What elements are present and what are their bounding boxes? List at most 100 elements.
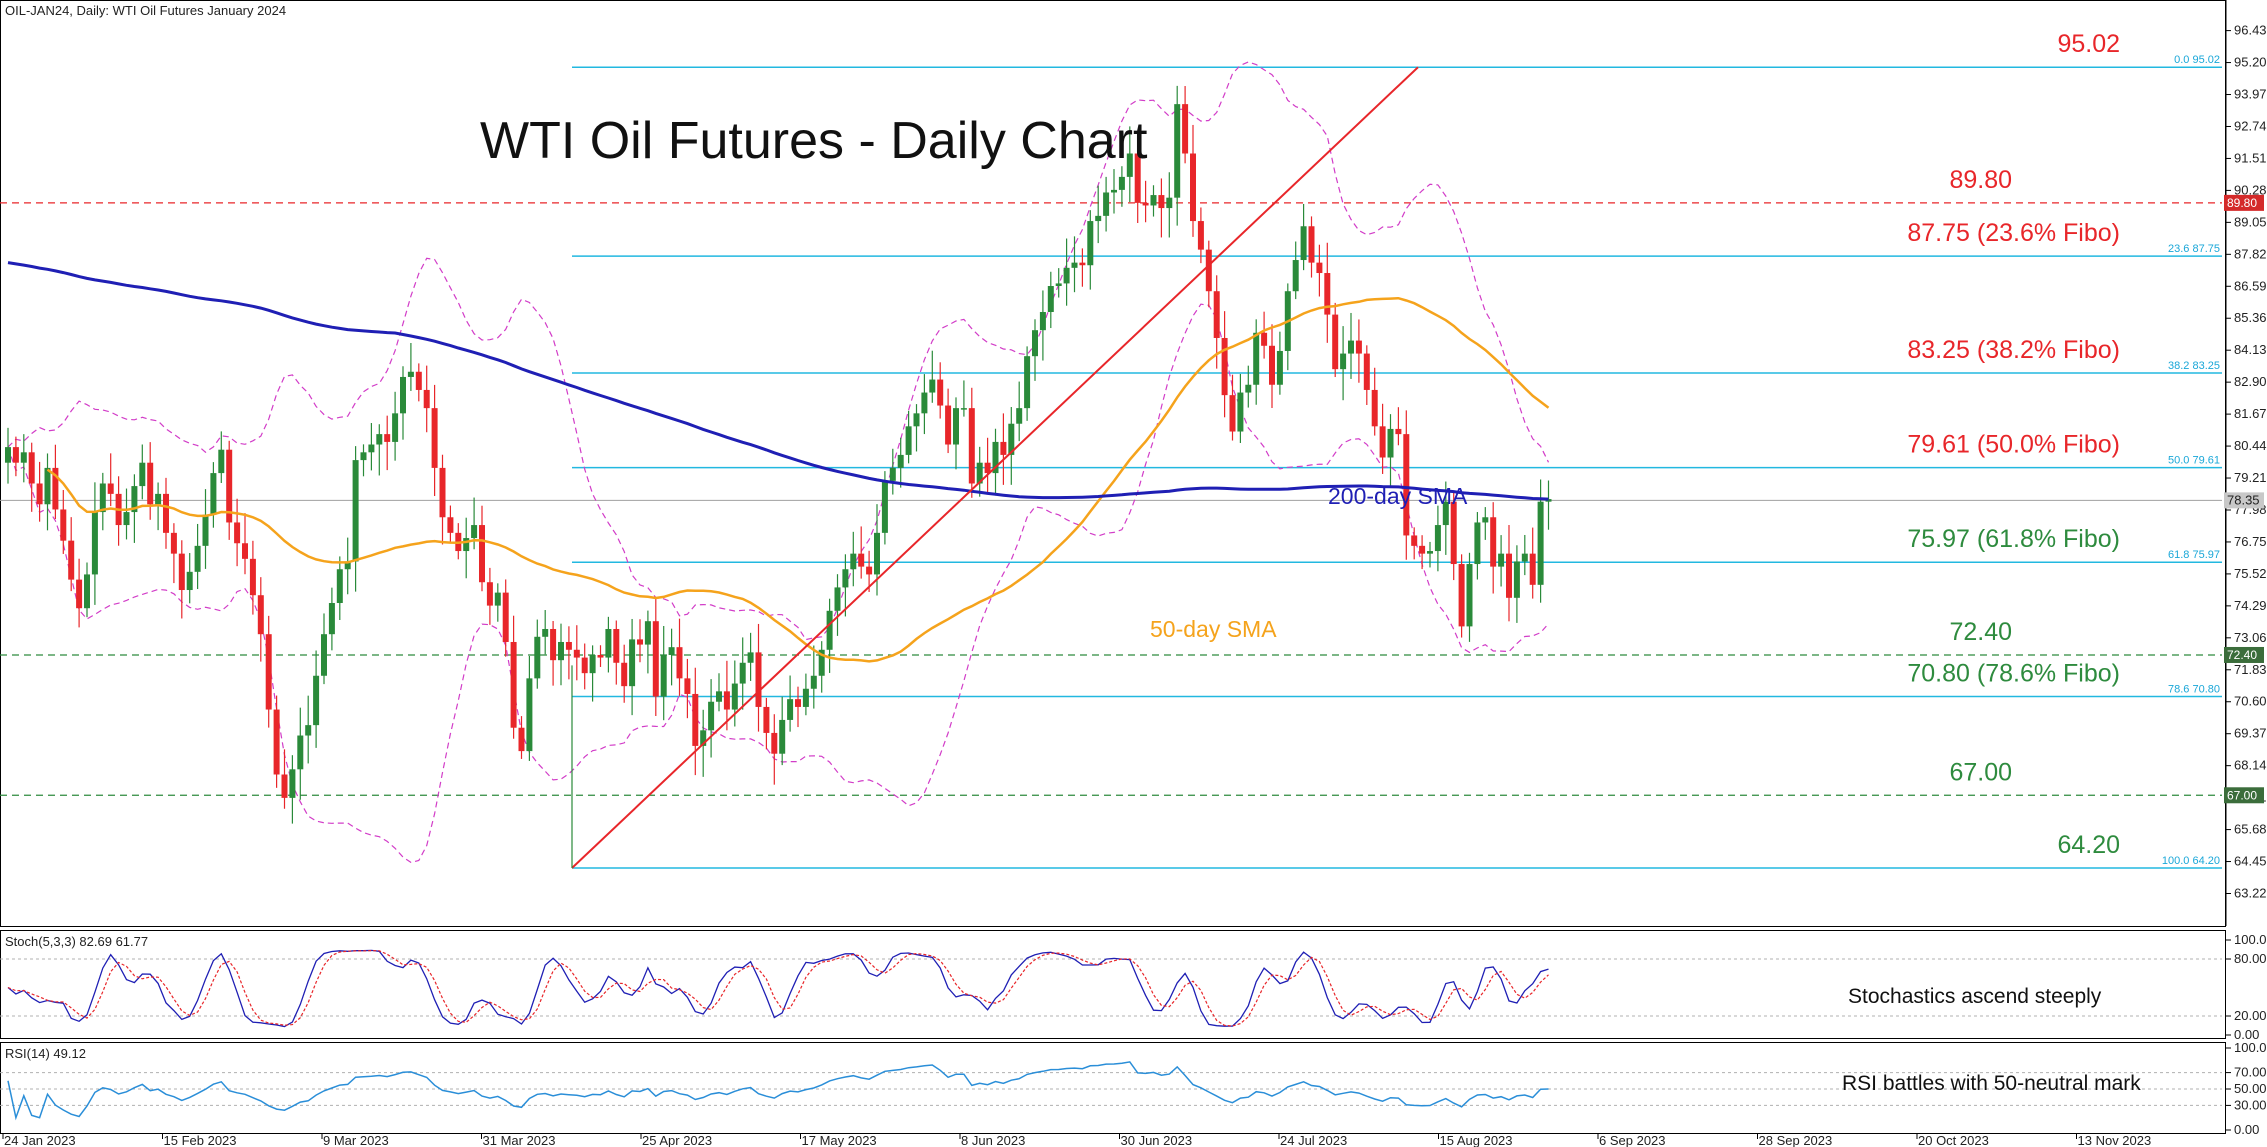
- level-label-1: 72.40: [1949, 618, 2012, 646]
- candle: [1545, 480, 1552, 530]
- sma-lines: [7, 261, 1550, 663]
- candle: [210, 462, 217, 528]
- candle: [826, 598, 833, 673]
- fib-axis-label-2: 38.2 83.25: [2168, 360, 2220, 372]
- rsi-tick-label: 0.00: [2234, 1122, 2259, 1137]
- candle: [91, 482, 98, 605]
- candle: [249, 540, 256, 615]
- fib-axis-label-4: 61.8 75.97: [2168, 549, 2220, 561]
- candle: [1245, 365, 1252, 408]
- candle: [573, 625, 580, 681]
- price-tick-label: 96.43: [2234, 23, 2267, 38]
- date-tick-label: 25 Apr 2023: [642, 1133, 712, 1147]
- candle: [1387, 414, 1394, 488]
- rsi-line: [7, 1061, 1549, 1121]
- candle: [1055, 268, 1062, 298]
- candle: [297, 707, 304, 800]
- candle: [1379, 403, 1386, 474]
- candle: [1095, 185, 1102, 244]
- price-tick-label: 64.45: [2234, 854, 2267, 869]
- candle: [763, 697, 770, 750]
- candle: [945, 388, 952, 454]
- candle: [289, 755, 296, 824]
- candle: [1506, 525, 1512, 622]
- candle: [723, 660, 730, 731]
- bollinger-upper: [7, 61, 1550, 641]
- price-tick-label: 87.82: [2234, 246, 2267, 261]
- candle: [802, 673, 809, 716]
- candle: [637, 619, 643, 663]
- candle: [1221, 311, 1228, 418]
- candle: [1466, 552, 1473, 642]
- level-label-2: 67.00: [1949, 758, 2012, 786]
- candle: [360, 444, 367, 477]
- candle: [960, 380, 967, 417]
- fib-axis-label-1: 23.6 87.75: [2168, 243, 2220, 255]
- price-tick-label: 89.05: [2234, 214, 2267, 229]
- candle: [1000, 413, 1007, 485]
- candle: [344, 537, 351, 595]
- candle: [581, 643, 588, 690]
- fib-label-4: 75.97 (61.8% Fibo): [1907, 525, 2120, 553]
- date-axis: 24 Jan 2023 15 Feb 2023 9 Mar 2023 31 Mar 2…: [2, 1133, 2151, 1147]
- price-tick-label: 95.20: [2234, 55, 2267, 70]
- candle: [1513, 545, 1520, 623]
- stoch-tick-label: 80.00: [2234, 951, 2267, 966]
- candle: [84, 562, 90, 618]
- sma200-label: 200-day SMA: [1328, 483, 1468, 509]
- price-tick-label: 91.51: [2234, 150, 2267, 165]
- bollinger-bands: [7, 61, 1550, 864]
- candle: [1126, 126, 1133, 203]
- date-tick-label: 17 May 2023: [802, 1133, 877, 1147]
- candle: [1134, 133, 1141, 223]
- candle: [384, 415, 391, 471]
- date-tick-label: 20 Oct 2023: [1918, 1133, 1989, 1147]
- candle: [810, 645, 817, 709]
- candle: [1411, 527, 1418, 560]
- candle: [1355, 319, 1362, 383]
- candle: [352, 446, 359, 592]
- date-tick-label: 8 Jun 2023: [961, 1133, 1025, 1147]
- candle: [336, 556, 343, 621]
- price-tick-label: 71.83: [2234, 662, 2267, 677]
- date-tick-label: 24 Jul 2023: [1280, 1133, 1347, 1147]
- price-tick-label: 76.75: [2234, 534, 2267, 549]
- price-tick-label: 82.90: [2234, 374, 2267, 389]
- candle: [60, 490, 67, 554]
- candle: [708, 679, 715, 758]
- date-tick-label: 6 Sep 2023: [1599, 1133, 1666, 1147]
- candle: [5, 427, 11, 484]
- candle: [668, 628, 675, 686]
- candle: [897, 437, 904, 488]
- candle: [526, 655, 533, 761]
- candle: [1371, 367, 1378, 436]
- candle: [415, 363, 422, 402]
- candle: [929, 350, 936, 403]
- candle: [202, 489, 209, 569]
- candle: [321, 613, 327, 685]
- candle: [1340, 326, 1347, 401]
- rsi-tick-label: 30.00: [2234, 1097, 2267, 1112]
- candle: [1269, 324, 1275, 409]
- level-tag-bg: [2224, 646, 2264, 663]
- stoch-d-line: [7, 949, 1549, 1027]
- candle: [28, 442, 35, 512]
- price-axis: 96.43 95.20 93.97 92.74 91.51 90.28 89.05 87.82…: [2224, 0, 2267, 926]
- candle: [787, 675, 794, 732]
- candle: [1442, 481, 1449, 555]
- candle: [44, 453, 51, 531]
- candle: [12, 436, 19, 477]
- candle: [479, 505, 485, 592]
- candle: [1158, 178, 1165, 238]
- candle: [510, 615, 517, 739]
- candle: [739, 637, 746, 710]
- rsi-annotation: RSI battles with 50-neutral mark: [1842, 1072, 2141, 1095]
- candle: [194, 523, 201, 590]
- candle: [1521, 534, 1528, 576]
- candle: [984, 437, 991, 493]
- candle: [1363, 345, 1370, 405]
- candle: [139, 444, 146, 500]
- candle: [392, 391, 399, 461]
- candle: [1032, 319, 1038, 381]
- candle: [1111, 169, 1117, 214]
